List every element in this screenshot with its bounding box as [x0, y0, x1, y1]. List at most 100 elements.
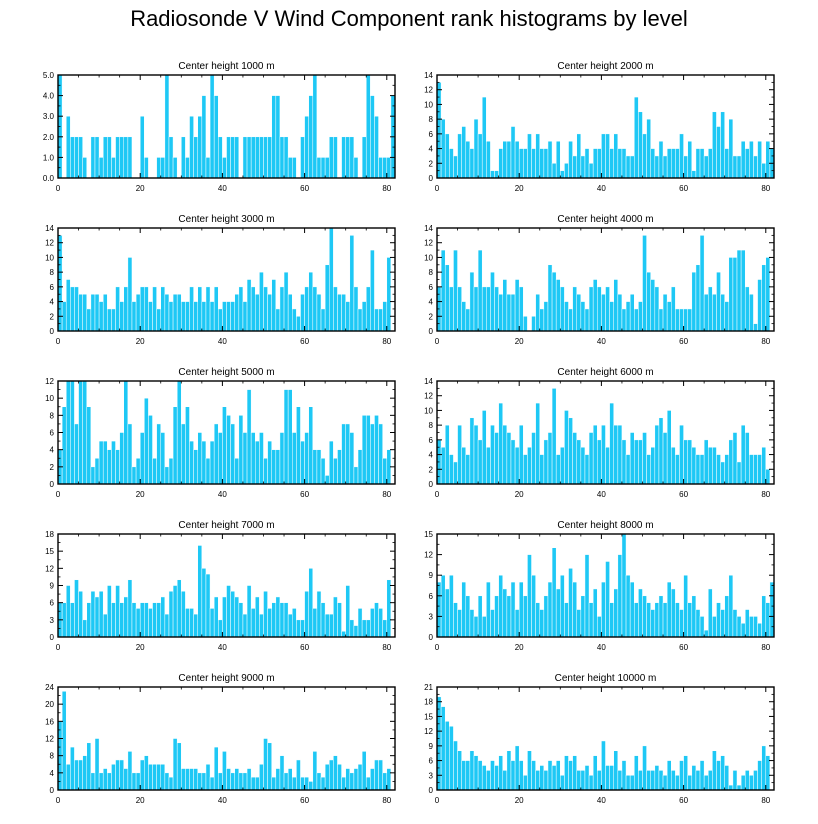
histogram-bar	[523, 148, 528, 179]
histogram-bar	[671, 148, 676, 179]
histogram-bar	[135, 772, 141, 791]
histogram-bar	[518, 581, 524, 638]
histogram-bar	[263, 590, 268, 638]
histogram-bar	[551, 765, 557, 791]
histogram-bar	[353, 286, 359, 332]
histogram-bar	[209, 608, 215, 638]
histogram-bar	[94, 596, 100, 638]
histogram-bar	[486, 581, 491, 638]
y-tick-label: 2	[429, 465, 434, 474]
histogram-bar	[213, 286, 219, 332]
histogram-bar	[453, 461, 458, 485]
histogram-bar	[654, 765, 660, 791]
histogram-bar	[304, 432, 309, 485]
histogram-bar	[152, 602, 157, 638]
y-tick-label: 12	[45, 564, 54, 573]
histogram-bar	[535, 402, 540, 485]
histogram-bar	[691, 271, 697, 332]
histogram-bar	[259, 613, 264, 638]
histogram-bar	[287, 613, 293, 638]
histogram-bar	[353, 625, 359, 638]
x-tick-label: 60	[679, 643, 688, 652]
x-tick-label: 0	[435, 643, 440, 652]
histogram-bar	[287, 157, 293, 179]
histogram-bar	[498, 148, 504, 179]
histogram-bar	[316, 449, 322, 485]
histogram-bar	[744, 609, 750, 638]
histogram-bar	[449, 574, 454, 638]
histogram-bar	[139, 286, 145, 332]
histogram-bar	[119, 136, 125, 179]
histogram-bar	[444, 424, 450, 485]
histogram-bar	[757, 454, 762, 485]
histogram-bar	[502, 279, 508, 332]
histogram-bar	[753, 454, 758, 485]
x-tick-label: 40	[218, 796, 227, 805]
x-tick-label: 0	[56, 643, 61, 652]
histogram-bar	[564, 410, 569, 485]
histogram-bar	[761, 446, 767, 485]
histogram-bar	[749, 616, 754, 638]
histogram-bar	[477, 760, 483, 791]
histogram-bar	[765, 602, 771, 638]
histogram-bar	[312, 286, 318, 332]
x-tick-label: 0	[435, 490, 440, 499]
histogram-bar	[263, 286, 268, 332]
histogram-bar	[156, 602, 161, 638]
y-tick-label: 12	[424, 727, 433, 736]
histogram-bar	[333, 136, 338, 179]
histogram-bar	[523, 316, 528, 332]
histogram-bar	[234, 136, 240, 179]
histogram-bar	[82, 293, 88, 332]
x-tick-label: 80	[382, 643, 391, 652]
histogram-bar	[732, 770, 738, 791]
histogram-bar	[572, 581, 577, 638]
histogram-bar	[543, 301, 549, 332]
histogram-bar	[213, 423, 219, 485]
y-tick-label: 12	[45, 377, 54, 386]
histogram-bar	[675, 308, 680, 332]
histogram-bar	[102, 293, 108, 332]
x-tick-label: 20	[515, 643, 524, 652]
histogram-bar	[765, 469, 771, 485]
histogram-bar	[646, 602, 651, 638]
histogram-bar	[494, 286, 499, 332]
histogram-bar	[316, 293, 322, 332]
histogram-bar	[597, 616, 602, 638]
histogram-bar	[78, 590, 83, 638]
histogram-bar	[703, 629, 709, 638]
histogram-bar	[707, 148, 713, 179]
histogram-bar	[65, 585, 71, 638]
histogram-bar	[638, 111, 643, 179]
histogram-bar	[316, 157, 322, 179]
histogram-bar	[353, 768, 359, 791]
histogram-bar	[555, 588, 561, 638]
histogram-bar	[588, 163, 594, 179]
histogram-bar	[638, 588, 643, 638]
histogram-bar	[115, 759, 120, 791]
x-tick-label: 0	[56, 490, 61, 499]
x-tick-label: 20	[515, 337, 524, 346]
histogram-bar	[527, 554, 532, 638]
histogram-bar	[259, 271, 264, 332]
histogram-bar	[555, 454, 561, 485]
histogram-bar	[193, 449, 198, 485]
histogram-bar	[703, 293, 709, 332]
histogram-bar	[531, 432, 536, 485]
histogram-bar	[453, 740, 458, 791]
y-tick-label: 0	[429, 480, 434, 489]
histogram-bar	[720, 609, 725, 638]
x-tick-label: 40	[218, 337, 227, 346]
histogram-bar	[675, 148, 680, 179]
histogram-bar	[70, 136, 75, 179]
histogram-bar	[720, 755, 725, 791]
histogram-bar	[218, 432, 223, 485]
histogram-bar	[707, 446, 713, 485]
histogram-bar	[341, 776, 346, 791]
histogram-bar	[597, 439, 602, 485]
histogram-bar	[634, 602, 639, 638]
x-tick-label: 20	[136, 337, 145, 346]
x-tick-label: 0	[435, 337, 440, 346]
histogram-bar	[572, 286, 577, 332]
